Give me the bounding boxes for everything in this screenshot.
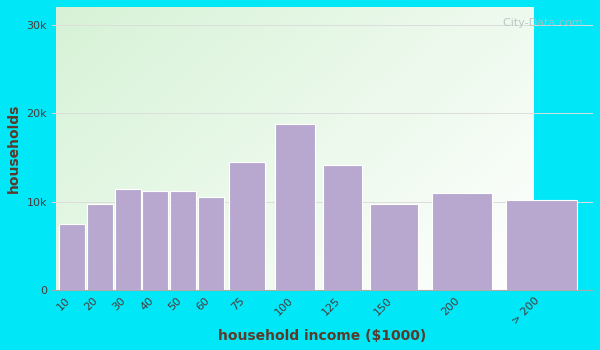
- Bar: [323, 164, 362, 290]
- Bar: [59, 224, 85, 290]
- Bar: [87, 204, 113, 290]
- Bar: [142, 191, 169, 290]
- Bar: [170, 191, 196, 290]
- Bar: [275, 124, 314, 290]
- Bar: [115, 189, 140, 290]
- X-axis label: household income ($1000): household income ($1000): [218, 329, 427, 343]
- Bar: [229, 162, 265, 290]
- Bar: [370, 204, 418, 290]
- Bar: [198, 197, 224, 290]
- Y-axis label: households: households: [7, 104, 21, 193]
- Text: City-Data.com: City-Data.com: [496, 18, 582, 28]
- Bar: [432, 193, 491, 290]
- Bar: [506, 200, 577, 290]
